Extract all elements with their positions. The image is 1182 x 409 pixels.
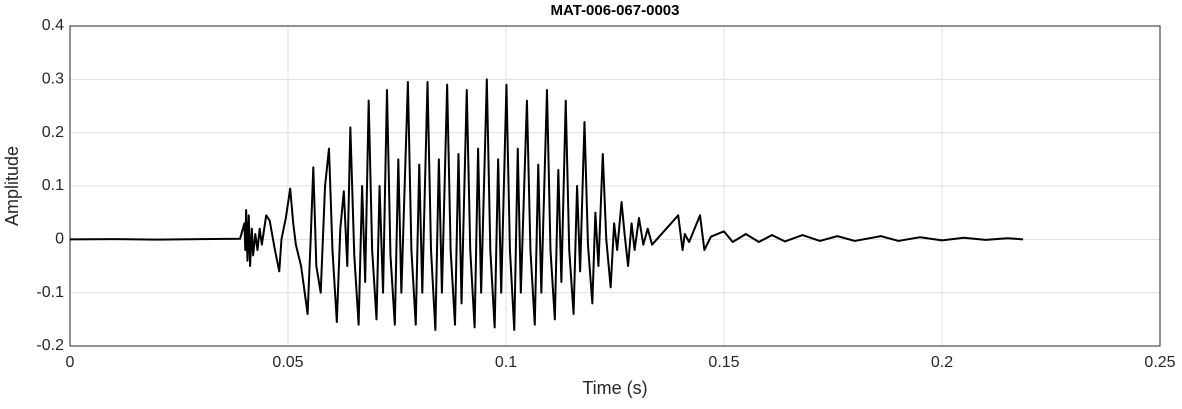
y-axis-label: Amplitude (2, 146, 22, 226)
x-tick-label: 0.2 (931, 354, 953, 371)
x-tick-label: 0.1 (495, 354, 517, 371)
y-tick-label: 0.3 (42, 71, 64, 88)
y-tick-label: 0.4 (42, 17, 64, 34)
x-tick-label: 0.05 (272, 354, 303, 371)
waveform-line (69, 78, 1024, 331)
x-tick-label: 0 (66, 354, 75, 371)
plot-frame (69, 25, 1161, 347)
y-tick-label: 0.1 (42, 177, 64, 194)
y-tick-label: 0 (55, 231, 64, 248)
x-tick-label: 0.15 (708, 354, 739, 371)
chart-title: MAT-006-067-0003 (551, 2, 680, 19)
y-tick-label: -0.2 (36, 337, 64, 354)
x-tick-label: 0.25 (1144, 354, 1175, 371)
y-tick-label: -0.1 (36, 284, 64, 301)
y-tick-label: 0.2 (42, 124, 64, 141)
x-axis-label: Time (s) (582, 378, 647, 398)
